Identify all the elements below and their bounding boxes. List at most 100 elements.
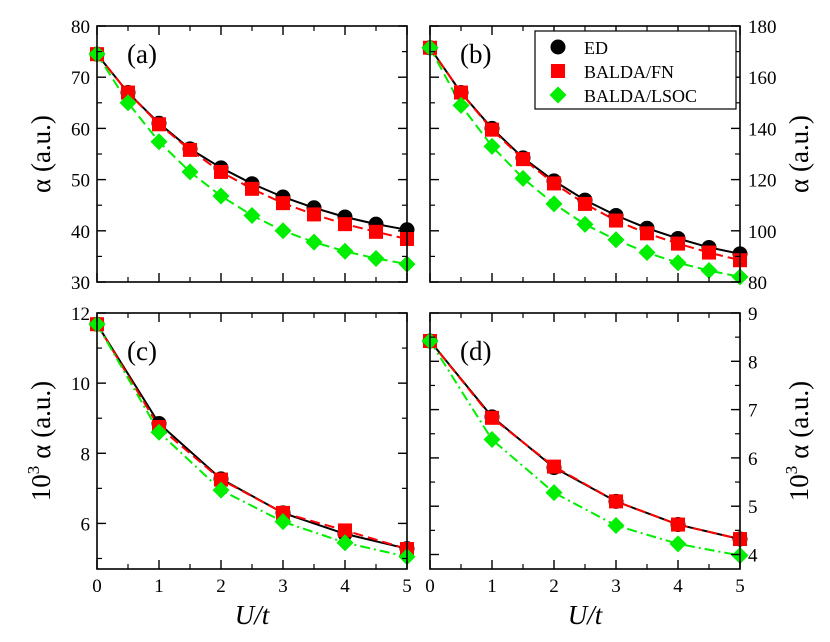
panel-a-balda-lsoc-line — [96, 53, 408, 266]
panel-a-series — [88, 45, 416, 273]
panel-a-balda-lsoc-point — [243, 206, 261, 224]
panel-b-balda-fn-point — [609, 213, 623, 228]
panel-a-balda-lsoc-point — [150, 133, 168, 151]
panel-b-balda-lsoc-point — [576, 215, 594, 233]
panel-b-ytick-label: 80 — [748, 273, 767, 294]
panel-d-balda-fn-point — [485, 410, 499, 425]
panel-a: (a) 30 40 50 60 70 80 — [71, 17, 416, 294]
panel-a-balda-lsoc-point — [181, 163, 199, 181]
panel-a-ytick-label: 70 — [71, 68, 90, 89]
panel-c-balda-lsoc-point — [212, 481, 230, 499]
panel-b-balda-fn-point — [640, 226, 654, 241]
legend-marker-balda-fn — [551, 64, 565, 78]
panel-d-ylabel-prefix: 10 — [784, 474, 814, 501]
panel-c-xtick-label: 1 — [154, 576, 164, 597]
panel-b-ylabel: α (a.u.) — [784, 115, 814, 193]
panel-b-balda-fn-line — [429, 47, 741, 262]
panel-a-balda-fn-point — [245, 181, 259, 196]
panel-a-ytick-label: 80 — [71, 17, 90, 38]
panel-b-balda-fn-point — [578, 196, 592, 211]
panel-d-ylabel-suffix: α (a.u.) — [784, 381, 814, 459]
panel-c-ed-line — [96, 323, 408, 550]
panel-d-balda-fn-point — [609, 494, 623, 509]
panel-b-balda-lsoc-point — [545, 195, 563, 213]
legend-markers — [549, 39, 567, 104]
panel-a-ytick-label: 40 — [71, 222, 90, 243]
panel-d-ytick-label: 6 — [748, 449, 758, 470]
legend-marker-ed — [550, 39, 566, 55]
panel-c-balda-fn-line — [96, 323, 408, 550]
panel-a-balda-fn-line — [96, 53, 408, 240]
panel-a-balda-lsoc-point — [305, 233, 323, 251]
panel-d-xtick-label: 3 — [611, 576, 621, 597]
panel-b-balda-fn-point — [702, 245, 716, 260]
panel-c-ylabel-prefix: 10 — [26, 474, 56, 501]
panel-a-ed-line — [96, 53, 408, 231]
panel-c-balda-lsoc-point — [274, 513, 292, 531]
panel-d-ed-line — [429, 340, 741, 541]
panel-a-balda-fn-point — [338, 217, 352, 232]
panel-c-ytick-label: 12 — [71, 304, 90, 325]
panel-c-xtick-label: 3 — [278, 576, 288, 597]
panel-d-balda-fn-line — [429, 340, 741, 541]
panel-a-balda-lsoc-point — [119, 94, 137, 112]
panel-c-ytick-label: 10 — [71, 374, 90, 395]
panel-c-xtick-label: 4 — [340, 576, 350, 597]
panel-c-ylabel: 103 α (a.u.) — [24, 381, 56, 501]
panel-d-ytick-label: 7 — [748, 401, 758, 422]
panel-a-balda-fn-point — [369, 224, 383, 239]
panel-d-ylabel-exp: 3 — [782, 466, 801, 475]
panel-b-balda-fn-point — [516, 152, 530, 167]
panel-a-balda-lsoc-point — [336, 242, 354, 260]
panel-c-xtick-label: 5 — [402, 576, 412, 597]
panel-c-balda-lsoc-line — [96, 323, 408, 558]
panel-d-balda-fn-point — [547, 459, 561, 474]
panel-c-balda-lsoc-point — [336, 534, 354, 552]
panel-d-balda-lsoc-point — [669, 535, 687, 553]
panel-b-balda-lsoc-point — [607, 231, 625, 249]
panel-a-balda-fn-point — [276, 196, 290, 211]
panel-d-xtick-label: 0 — [425, 576, 435, 597]
panel-c-ylabel-exp: 3 — [24, 466, 43, 475]
panel-d-ylabel: 103 α (a.u.) — [782, 381, 814, 501]
panel-c-balda-fn-point — [338, 523, 352, 538]
panel-d-ytick-label: 8 — [748, 352, 758, 373]
panel-d-frame — [429, 312, 741, 570]
panel-b-balda-fn-point — [454, 85, 468, 100]
panel-a-ylabel: α (a.u.) — [26, 115, 56, 193]
legend-label-ed: ED — [584, 38, 608, 58]
panel-a-balda-fn-point — [152, 117, 166, 132]
panel-c-ytick-label: 6 — [81, 514, 91, 535]
panel-c-label: (c) — [127, 336, 157, 366]
panel-d-label: (d) — [460, 336, 491, 366]
panel-d-ytick-label: 4 — [748, 546, 758, 567]
panel-a-balda-fn-point — [183, 142, 197, 157]
panel-a-ytick-label: 50 — [71, 171, 90, 192]
panel-d-ytick-label: 9 — [748, 304, 758, 325]
panel-b-ytick-label: 180 — [748, 17, 777, 38]
legend-label-balda-fn: BALDA/FN — [584, 62, 674, 82]
panel-b-balda-lsoc-point — [483, 137, 501, 155]
panel-a-ticks: 30 40 50 60 70 80 — [71, 17, 408, 294]
panel-a-label: (a) — [127, 39, 157, 69]
panel-d-series — [421, 332, 749, 564]
panel-b-label: (b) — [460, 39, 491, 69]
panel-a-balda-lsoc-point — [367, 249, 385, 267]
panel-d-balda-lsoc-point — [483, 431, 501, 449]
panel-a-balda-lsoc-point — [212, 187, 230, 205]
panel-b-balda-lsoc-point — [700, 261, 718, 279]
panel-d-xtick-label: 5 — [735, 576, 745, 597]
panel-b-ytick-label: 160 — [748, 68, 777, 89]
panel-a-ytick-label: 60 — [71, 119, 90, 140]
panel-c-ylabel-suffix: α (a.u.) — [26, 381, 56, 459]
panel-b-balda-fn-point — [485, 122, 499, 137]
panel-a-frame — [96, 25, 408, 283]
panel-b-series — [421, 39, 749, 286]
panel-c-balda-fn-point — [214, 472, 228, 487]
panel-d-balda-lsoc-point — [607, 517, 625, 535]
panel-c-frame — [96, 312, 408, 570]
panel-a-balda-fn-point — [307, 207, 321, 222]
panel-c-xtick-label: 2 — [216, 576, 226, 597]
panel-c-xlabel: U/t — [235, 600, 271, 630]
